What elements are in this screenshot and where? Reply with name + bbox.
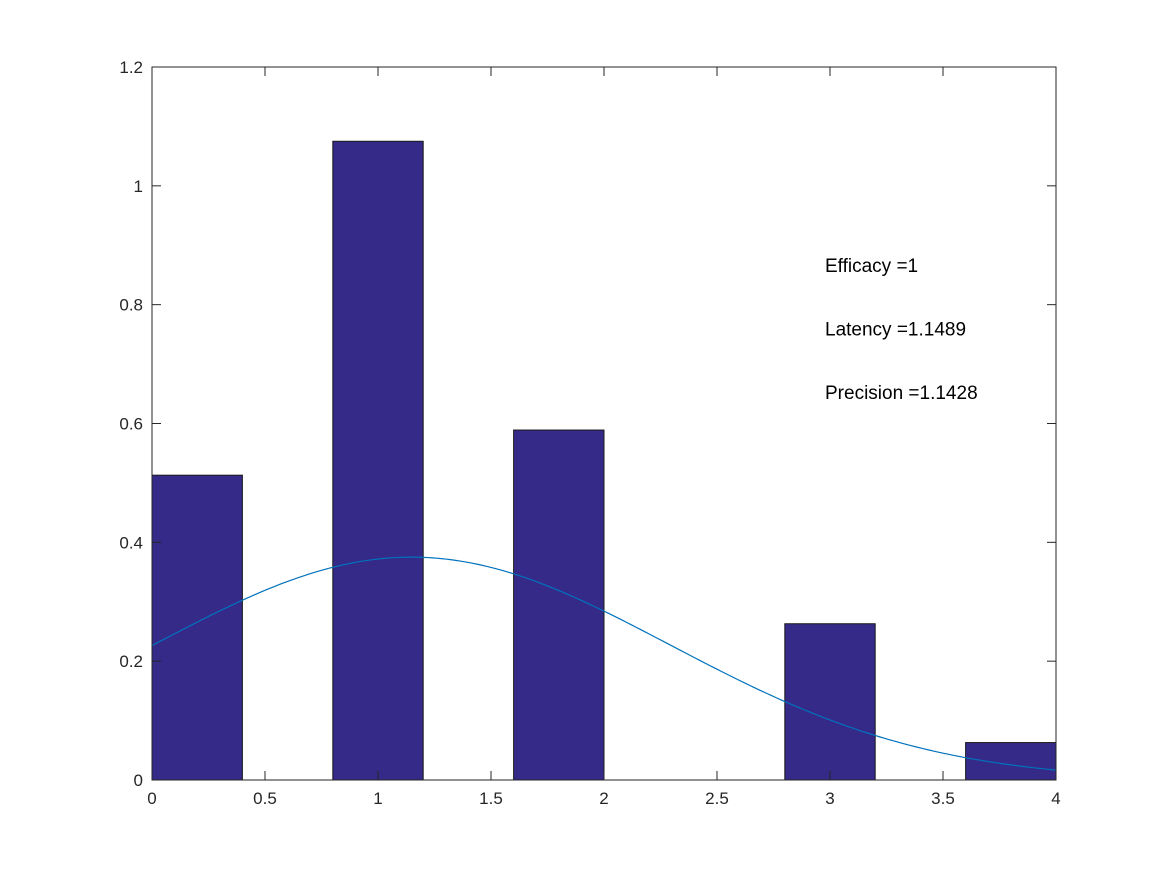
x-tick-label: 2 xyxy=(599,789,608,808)
annotation-text: Precision =1.1428 xyxy=(825,383,978,404)
x-tick-label: 1 xyxy=(373,789,382,808)
annotation-text: Efficacy =1 xyxy=(825,256,918,277)
bars-layer xyxy=(151,140,1057,781)
y-tick-label: 1.2 xyxy=(119,58,143,77)
histogram-bar-3 xyxy=(513,429,605,781)
y-tick-label: 0.6 xyxy=(119,415,143,434)
annotations-layer: Efficacy =1 Latency =1.1489 Precision =1.1… xyxy=(825,256,978,404)
y-tick-label: 1 xyxy=(134,177,143,196)
y-tick-label: 0.8 xyxy=(119,296,143,315)
ticks-layer: 0 0.5 1 1.5 2 2.5 3 3.5 4 0 0.2 0.4 0.6 0.8 1 1.2 xyxy=(119,58,1060,808)
x-tick-label: 0 xyxy=(147,789,156,808)
curve-layer xyxy=(151,556,1057,771)
histogram-bar-1 xyxy=(151,474,243,781)
x-tick-label: 4 xyxy=(1051,789,1060,808)
histogram-bar-4 xyxy=(784,623,876,781)
x-tick-label: 3.5 xyxy=(931,789,955,808)
y-tick-label: 0.2 xyxy=(119,652,143,671)
x-tick-label: 1.5 xyxy=(479,789,503,808)
y-tick-label: 0 xyxy=(134,771,143,790)
x-tick-label: 0.5 xyxy=(253,789,277,808)
annotation-text: Latency =1.1489 xyxy=(825,320,966,341)
histogram-bar-2 xyxy=(332,140,424,781)
fit-curve-line xyxy=(151,556,1057,771)
y-tick-label: 0.4 xyxy=(119,533,143,552)
x-tick-label: 2.5 xyxy=(705,789,729,808)
x-tick-label: 3 xyxy=(825,789,834,808)
histogram-bar-5 xyxy=(965,742,1057,781)
